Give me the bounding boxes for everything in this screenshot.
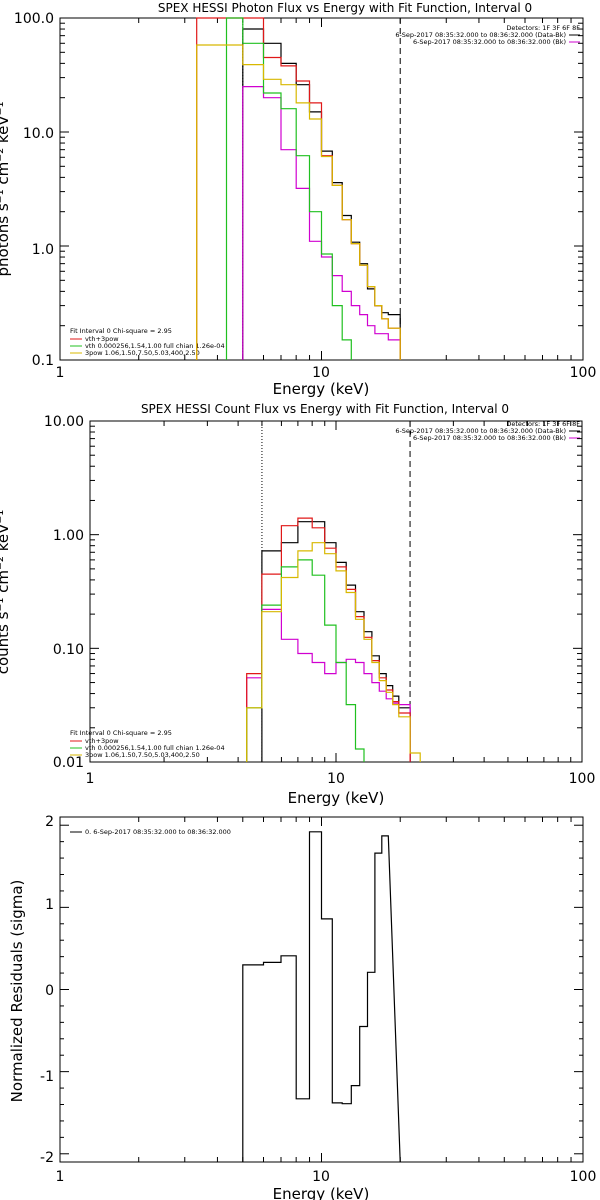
x-tick-label: 10	[312, 365, 330, 381]
y-tick-label: 1	[45, 897, 54, 913]
y-tick-label: 0.01	[53, 755, 84, 771]
x-tick-label: 100	[569, 771, 596, 787]
x-tick-label: 100	[570, 1169, 597, 1185]
y-tick-label: 0.1	[32, 353, 54, 369]
x-tick-label: 10	[312, 1169, 330, 1185]
fit-legend-label: 3pow 1.06,1.50,7.50,5.03,400,2.50	[85, 751, 200, 759]
x-tick-label: 100	[570, 365, 597, 381]
series-line-data-bk	[242, 28, 401, 360]
residuals-xlabel: Energy (keV)	[273, 1185, 370, 1200]
series-line-vth	[246, 559, 365, 762]
photon-flux-title: SPEX HESSI Photon Flux vs Energy with Fi…	[158, 1, 532, 15]
count-flux-xlabel: Energy (keV)	[288, 789, 385, 807]
bk-label: 6-Sep-2017 08:35:32.000 to 08:36:32.000 …	[413, 38, 566, 46]
photon-flux-xlabel: Energy (keV)	[273, 380, 370, 398]
photon-flux-panel: SPEX HESSI Photon Flux vs Energy with Fi…	[0, 1, 596, 398]
series-line-residuals	[242, 831, 401, 1163]
detectors-label: Detectors: 1F 3F 6F 8F	[506, 420, 580, 428]
series-line-vth	[225, 17, 352, 360]
x-tick-label: 1	[56, 365, 65, 381]
count-flux-title: SPEX HESSI Count Flux vs Energy with Fit…	[141, 402, 509, 416]
residuals-ylabel: Normalized Residuals (sigma)	[8, 880, 26, 1103]
bk-label: 6-Sep-2017 08:35:32.000 to 08:36:32.000 …	[413, 434, 566, 442]
y-tick-label: 10.0	[23, 126, 54, 142]
fit-legend-label: 3pow 1.06,1.50,7.50,5.03,400,2.50	[85, 349, 200, 357]
count-flux-panel: SPEX HESSI Count Flux vs Energy with Fit…	[0, 402, 595, 807]
residuals-panel: Energy (keV) Normalized Residuals (sigma…	[8, 814, 596, 1200]
series-line-3pow	[246, 542, 421, 762]
y-tick-label: 1.00	[53, 528, 84, 544]
series-line-vth-3pow	[246, 517, 411, 762]
fit-legend-label: vth+3pow	[85, 737, 119, 745]
data-bk-label: 6-Sep-2017 08:35:32.000 to 08:36:32.000 …	[395, 31, 566, 39]
y-tick-label: 0.10	[53, 642, 84, 658]
y-tick-label: -1	[40, 1069, 54, 1085]
photon-flux-ylabel: photons s⁻¹ cm⁻² keV⁻¹	[0, 102, 12, 277]
fit-legend-label: vth+3pow	[85, 335, 119, 343]
y-tick-label: 1.0	[32, 242, 54, 258]
series-line-bk	[242, 86, 401, 360]
x-tick-label: 10	[327, 771, 345, 787]
fit-legend-label: vth 0.000256,1.54,1.00 full chian 1.26e-…	[85, 744, 225, 752]
y-tick-label: -2	[40, 1150, 54, 1166]
series-line-bk	[246, 608, 411, 762]
y-tick-label: 2	[45, 814, 54, 830]
y-tick-label: 10.00	[44, 414, 84, 430]
y-tick-label: 0	[45, 983, 54, 999]
fit-interval-label: Fit Interval 0 Chi-square = 2.95	[70, 729, 172, 737]
count-flux-ylabel: counts s⁻¹ cm⁻² keV⁻¹	[0, 510, 12, 675]
y-tick-label: 100.0	[14, 11, 54, 27]
fit-interval-label: Fit Interval 0 Chi-square = 2.95	[70, 327, 172, 335]
photon-flux-plot-frame	[59, 17, 584, 361]
x-tick-label: 1	[86, 771, 95, 787]
series-line-3pow	[196, 44, 401, 360]
detectors-label: Detectors: 1F 3F 6F 8F	[506, 24, 580, 32]
residual-legend-label: 0. 6-Sep-2017 08:35:32.000 to 08:36:32.0…	[85, 828, 231, 836]
count-flux-plot-frame	[89, 420, 583, 763]
x-tick-label: 1	[56, 1169, 65, 1185]
fit-legend-label: vth 0.000256,1.54,1.00 full chian 1.26e-…	[85, 342, 225, 350]
data-bk-label: 6-Sep-2017 08:35:32.000 to 08:36:32.000 …	[395, 427, 566, 435]
